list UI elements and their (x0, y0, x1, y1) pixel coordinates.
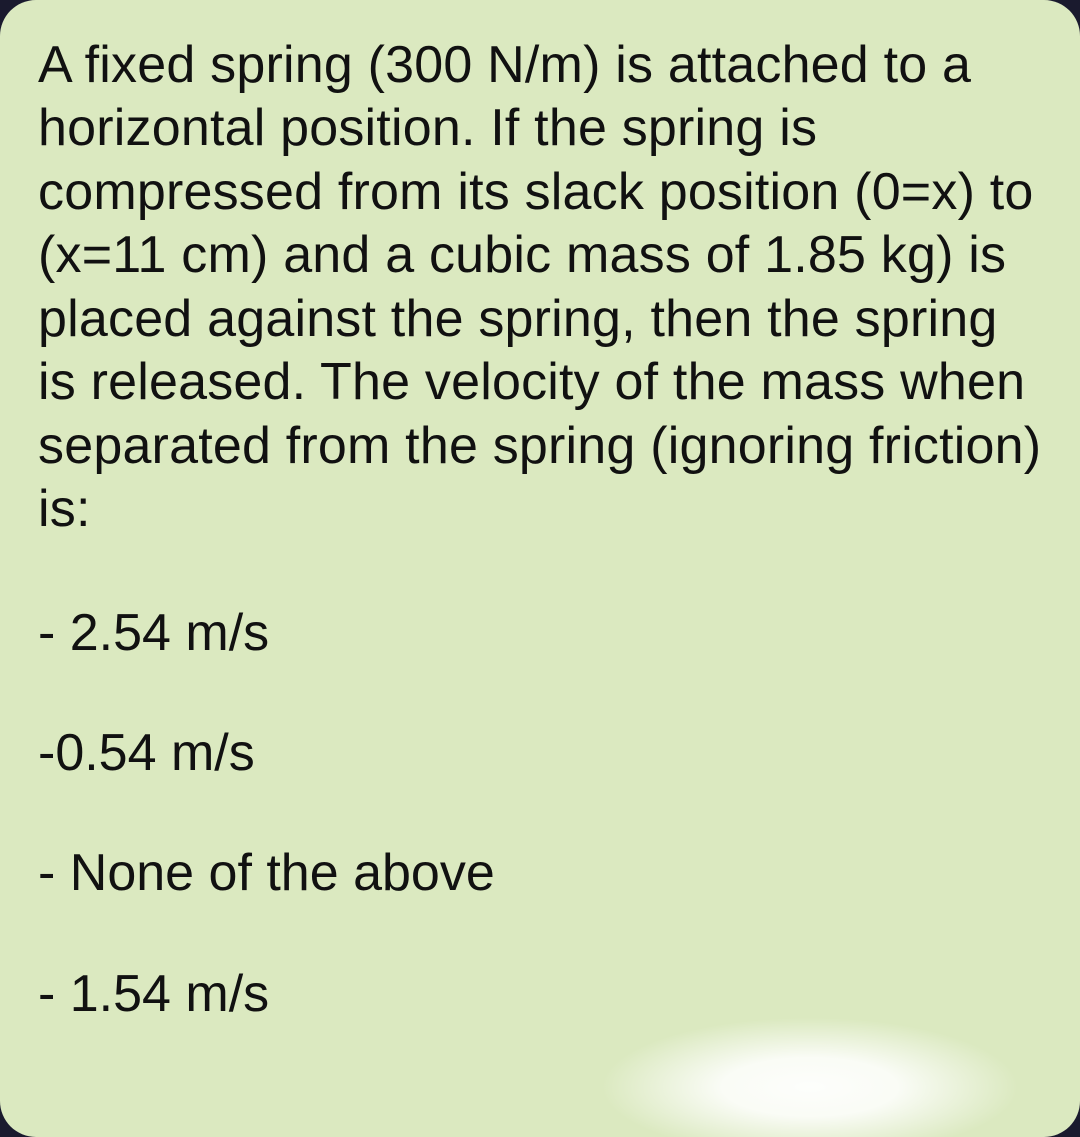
option-a[interactable]: - 2.54 m/s (38, 602, 1042, 664)
question-card: A fixed spring (300 N/m) is attached to … (0, 0, 1080, 1137)
option-b[interactable]: -0.54 m/s (38, 722, 1042, 784)
question-text: A fixed spring (300 N/m) is attached to … (38, 34, 1042, 542)
options-list: - 2.54 m/s -0.54 m/s - None of the above… (38, 602, 1042, 1026)
option-c[interactable]: - None of the above (38, 842, 1042, 904)
glow-overlay (600, 1017, 1020, 1137)
option-d[interactable]: - 1.54 m/s (38, 963, 1042, 1025)
